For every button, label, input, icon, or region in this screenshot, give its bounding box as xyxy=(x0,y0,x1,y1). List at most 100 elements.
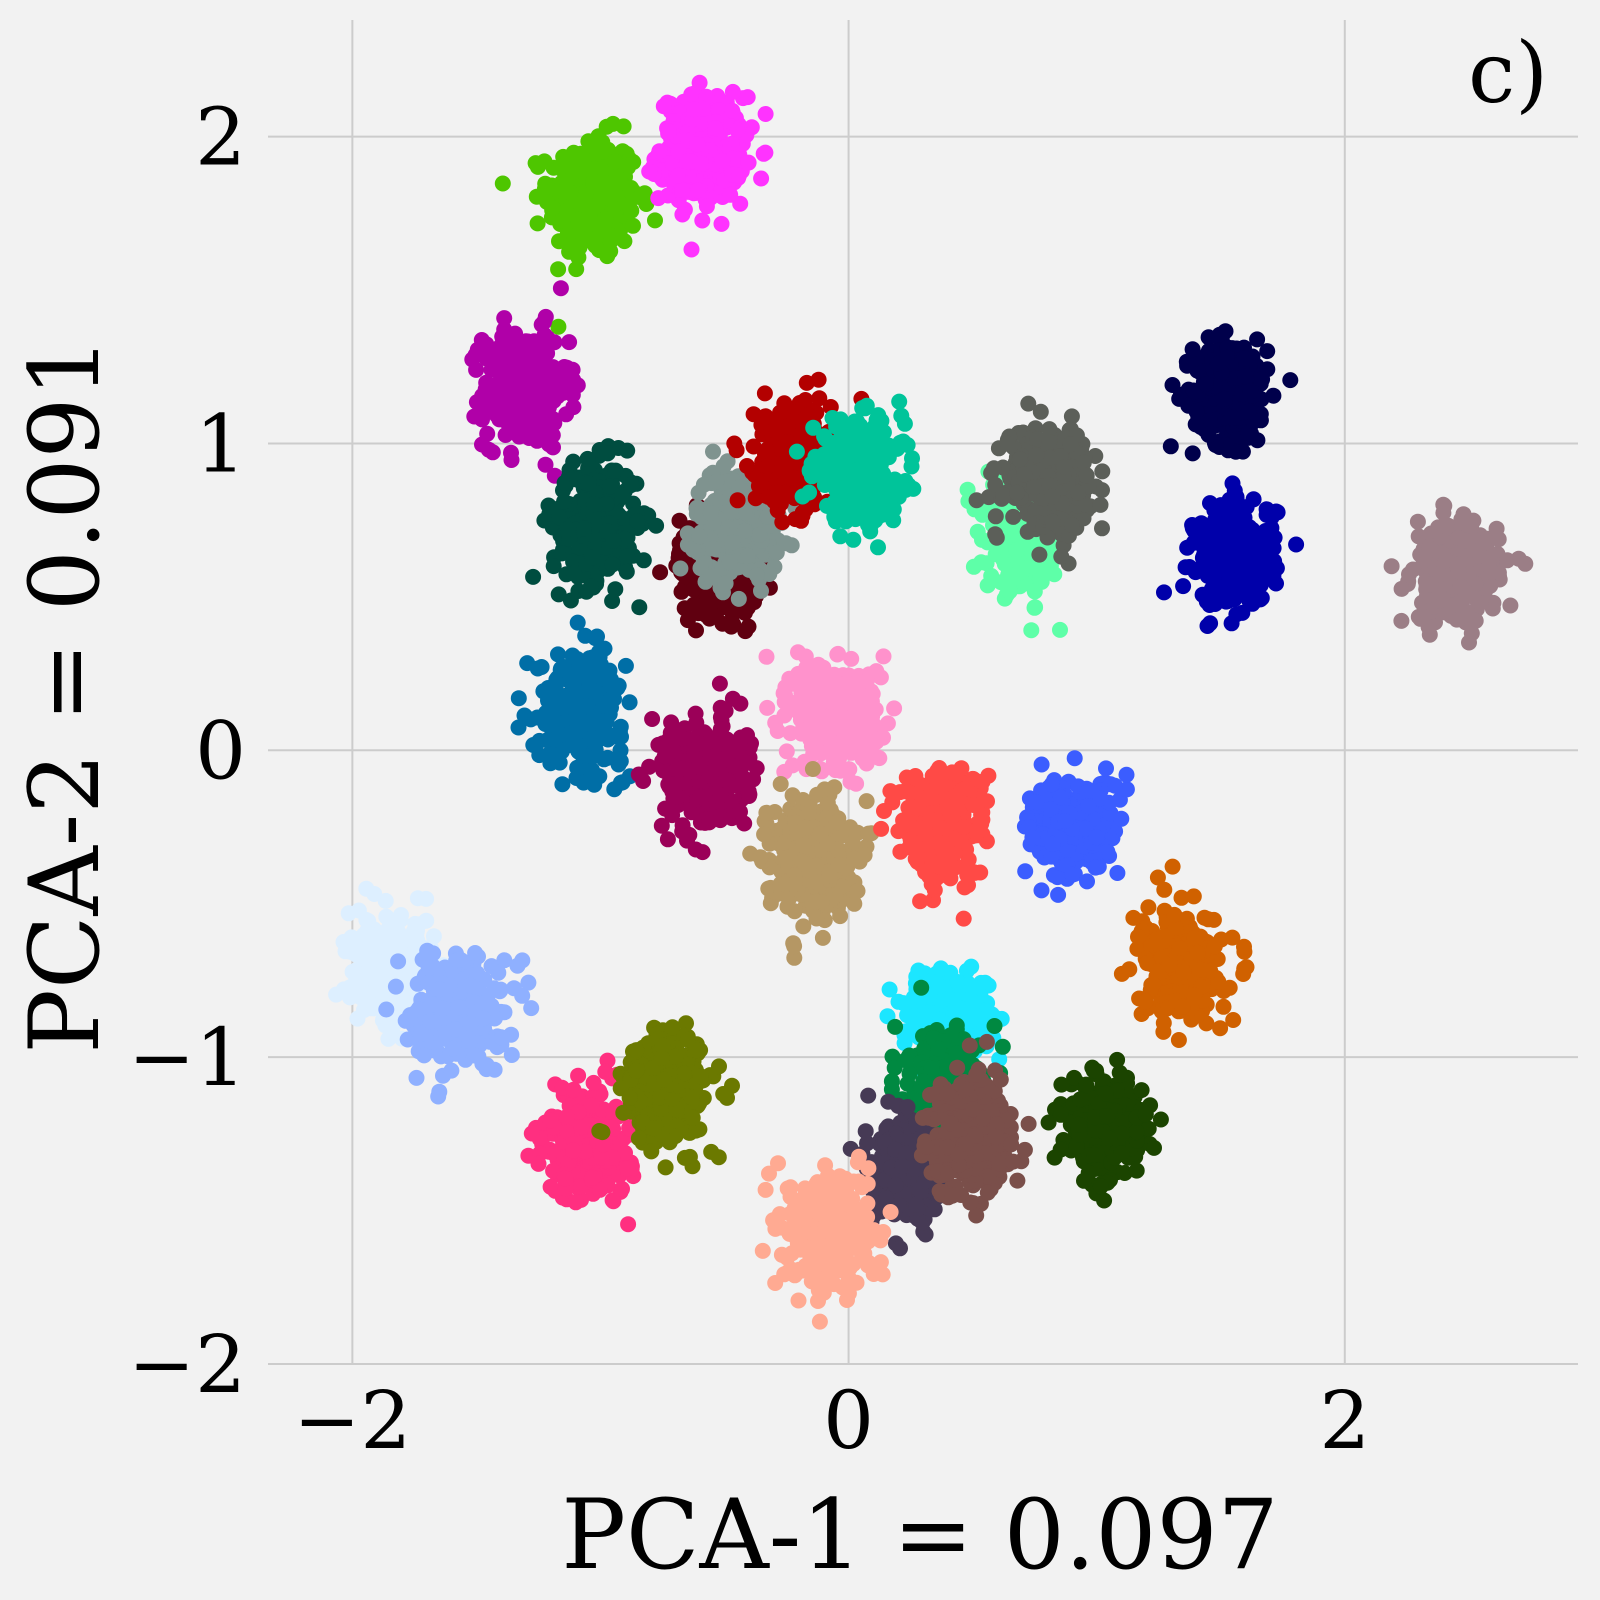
scatter-point xyxy=(1209,355,1226,372)
scatter-point xyxy=(545,368,562,385)
scatter-point xyxy=(1436,497,1453,514)
scatter-point xyxy=(844,446,861,463)
scatter-point xyxy=(582,578,599,595)
scatter-point xyxy=(779,487,796,504)
scatter-point xyxy=(739,547,756,564)
scatter-point xyxy=(891,393,908,410)
scatter-point xyxy=(692,155,709,172)
scatter-point xyxy=(1240,403,1257,420)
scatter-point xyxy=(587,237,604,254)
scatter-point xyxy=(612,753,629,770)
scatter-point xyxy=(1026,479,1043,495)
scatter-point xyxy=(1263,531,1280,548)
scatter-point xyxy=(1052,621,1068,638)
scatter-point xyxy=(999,435,1016,452)
scatter-point xyxy=(1200,426,1217,443)
scatter-point xyxy=(526,393,543,410)
scatter-point xyxy=(533,659,550,675)
scatter-point xyxy=(1224,475,1241,492)
scatter-point xyxy=(1078,467,1095,484)
scatter-point xyxy=(778,743,795,760)
scatter-point xyxy=(566,565,583,582)
scatter-point xyxy=(755,145,772,162)
scatter-point xyxy=(554,776,571,793)
scatter-point xyxy=(581,205,598,222)
scatter-point xyxy=(1458,532,1475,549)
scatter-point xyxy=(545,558,562,575)
scatter-point xyxy=(748,567,765,584)
scatter-point xyxy=(899,437,916,453)
scatter-point xyxy=(510,690,527,707)
scatter-point xyxy=(607,462,624,479)
scatter-point xyxy=(1517,555,1534,572)
scatter-point xyxy=(834,496,851,513)
scatter-point xyxy=(737,623,754,640)
scatter-point xyxy=(550,318,567,335)
scatter-point xyxy=(650,190,667,207)
scatter-point xyxy=(768,544,785,561)
scatter-point xyxy=(987,508,1004,525)
scatter-point xyxy=(1188,403,1205,420)
scatter-point xyxy=(756,385,773,402)
scatter-point xyxy=(584,549,601,566)
scatter-point xyxy=(484,444,501,461)
scatter-point xyxy=(491,354,508,371)
scatter-point xyxy=(1452,578,1469,595)
scatter-point xyxy=(1263,509,1280,526)
scatter-point xyxy=(807,448,824,465)
scatter-point xyxy=(903,458,920,475)
scatter-point xyxy=(619,548,636,565)
scatter-point xyxy=(774,459,791,476)
scatter-point xyxy=(513,346,530,363)
scatter-point xyxy=(510,719,527,736)
scatter-point xyxy=(1005,508,1022,525)
scatter-point xyxy=(707,748,724,765)
scatter-point xyxy=(669,167,686,184)
scatter-point xyxy=(537,175,554,192)
scatter-point xyxy=(570,743,587,760)
scatter-point xyxy=(683,241,700,258)
scatter-point xyxy=(652,564,669,581)
scatter-point xyxy=(621,694,638,711)
scatter-point xyxy=(1245,491,1262,508)
scatter-point xyxy=(1502,597,1519,614)
scatter-point xyxy=(564,161,581,177)
scatter-point xyxy=(1162,438,1179,455)
scatter-point xyxy=(528,188,545,205)
scatter-point xyxy=(545,439,561,456)
scatter-point xyxy=(586,709,603,726)
scatter-point xyxy=(702,505,719,522)
scatter-point xyxy=(703,569,720,586)
scatter-point xyxy=(1008,542,1025,559)
scatter-point xyxy=(672,560,689,577)
scatter-point xyxy=(565,676,582,693)
scatter-point xyxy=(618,563,635,580)
scatter-point xyxy=(698,88,715,105)
scatter-point xyxy=(561,334,578,351)
scatter-point xyxy=(529,215,546,232)
scatter-point xyxy=(517,416,533,433)
scatter-point xyxy=(550,586,567,603)
scatter-point xyxy=(1499,552,1516,569)
scatter-point xyxy=(1234,443,1251,460)
scatter-point xyxy=(732,695,749,712)
scatter-point xyxy=(559,521,576,537)
scatter-point xyxy=(1187,416,1204,433)
scatter-point xyxy=(1224,409,1241,426)
scatter-point xyxy=(576,520,592,537)
scatter-point xyxy=(735,770,752,787)
scatter-point xyxy=(647,212,663,229)
scatter-point xyxy=(1028,447,1045,464)
scatter-point xyxy=(758,442,775,458)
scatter-point xyxy=(599,248,616,265)
scatter-point xyxy=(523,334,540,351)
scatter-point xyxy=(1075,454,1092,471)
scatter-point xyxy=(686,101,703,118)
scatter-point xyxy=(1027,599,1044,616)
scatter-point xyxy=(753,582,769,599)
scatter-point xyxy=(713,215,730,232)
scatter-point xyxy=(607,581,624,598)
scatter-point xyxy=(681,826,698,843)
scatter-point xyxy=(1203,523,1220,540)
scatter-point xyxy=(596,640,613,657)
